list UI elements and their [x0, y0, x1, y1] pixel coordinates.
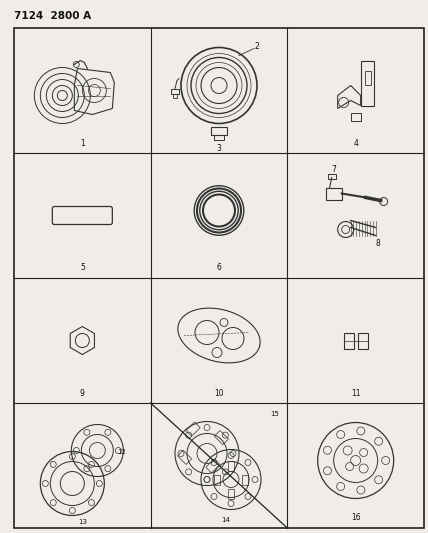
Bar [171, 88, 179, 93]
Text: 13: 13 [78, 519, 87, 524]
Text: 9: 9 [80, 389, 85, 398]
Text: 15: 15 [270, 411, 279, 417]
Text: 16: 16 [351, 513, 360, 522]
Bar [211, 126, 227, 134]
Text: 3: 3 [217, 144, 221, 153]
Bar [214, 134, 224, 140]
Bar [242, 474, 248, 484]
Text: 7124  2800 A: 7124 2800 A [14, 11, 91, 21]
Text: 6: 6 [217, 263, 221, 272]
Bar [228, 461, 234, 471]
Text: 7: 7 [331, 165, 336, 174]
Bar [186, 422, 200, 436]
Text: 12: 12 [117, 449, 126, 456]
Bar [365, 70, 371, 85]
Bar [228, 489, 234, 498]
Bar [358, 333, 368, 349]
Bar [206, 459, 220, 473]
Text: 5: 5 [80, 263, 85, 272]
Text: 4: 4 [353, 139, 358, 148]
Bar [344, 333, 354, 349]
Text: 10: 10 [214, 389, 224, 398]
Bar [326, 188, 342, 199]
Bar [214, 431, 229, 445]
Bar [214, 474, 220, 484]
Text: 1: 1 [80, 139, 85, 148]
Bar [328, 174, 336, 179]
Text: 11: 11 [351, 389, 360, 398]
Text: 8: 8 [375, 239, 380, 248]
Text: 14: 14 [222, 517, 230, 523]
Text: 2: 2 [255, 42, 260, 51]
Bar [178, 450, 192, 464]
Bar [173, 93, 177, 98]
